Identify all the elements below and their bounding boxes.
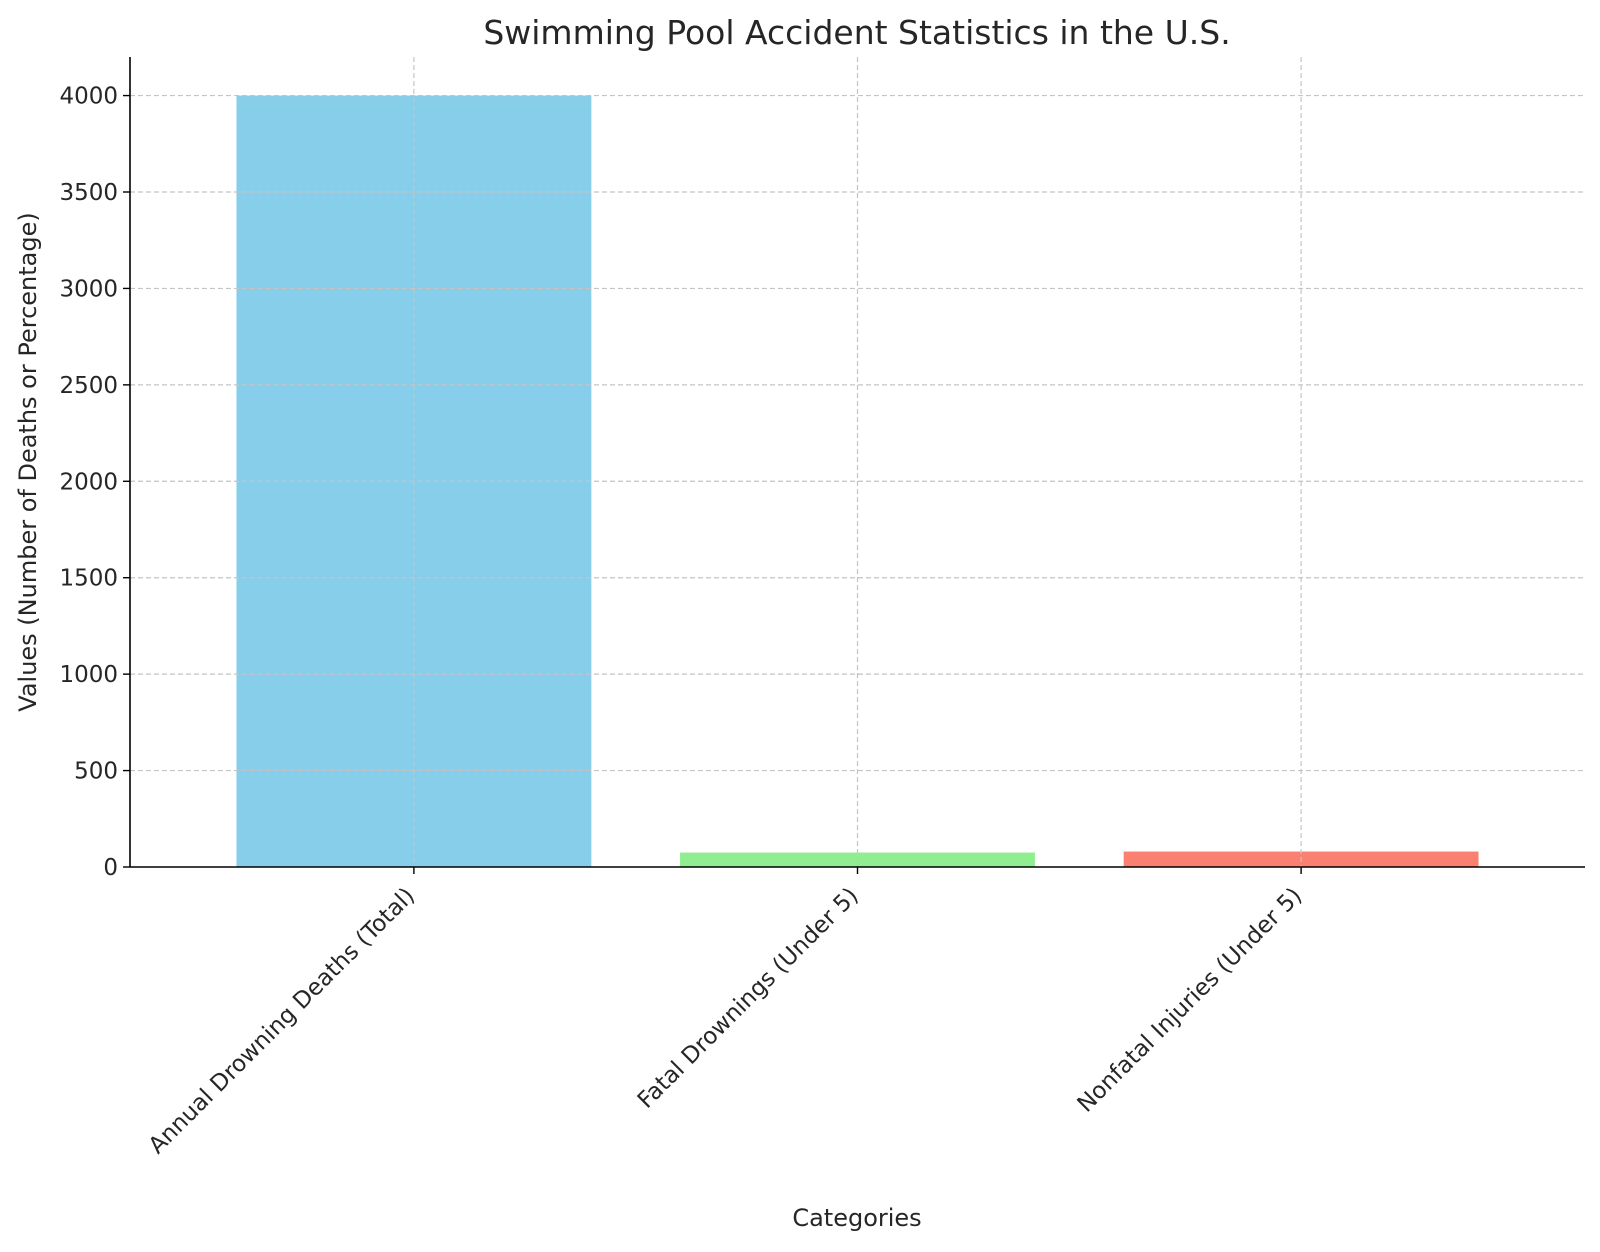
y-tick-label: 4000 <box>59 84 118 110</box>
x-ticks: Annual Drowning Deaths (Total) Fatal Drow… <box>144 867 1308 1159</box>
x-tick-label: Nonfatal Injuries (Under 5) <box>1073 883 1308 1118</box>
grid-layer <box>130 57 1585 867</box>
x-axis-label: Categories <box>792 1204 921 1232</box>
chart-title: Swimming Pool Accident Statistics in the… <box>483 13 1230 52</box>
x-tick-label: Fatal Drownings (Under 5) <box>633 883 864 1114</box>
y-axis-label: Values (Number of Deaths or Percentage) <box>14 212 42 711</box>
y-tick-label: 1000 <box>59 662 118 688</box>
y-tick-label: 2000 <box>59 469 118 495</box>
y-tick-label: 3500 <box>59 180 118 206</box>
y-tick-label: 2500 <box>59 373 118 399</box>
y-tick-label: 1500 <box>59 566 118 592</box>
x-tick-label: Annual Drowning Deaths (Total) <box>144 883 420 1159</box>
y-tick-label: 0 <box>103 855 118 881</box>
y-tick-label: 3000 <box>59 276 118 302</box>
y-ticks: 0 500 1000 1500 2000 2500 3000 3500 4000 <box>59 84 130 881</box>
y-tick-label: 500 <box>74 759 118 785</box>
